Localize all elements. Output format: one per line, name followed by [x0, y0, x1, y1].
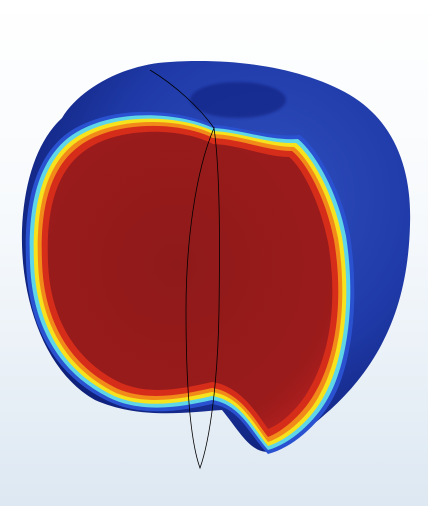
cut-plane-edge: [185, 126, 220, 470]
geometry-edges: [149, 69, 220, 470]
stem-cavity-shading: [190, 82, 286, 118]
cut-face: [25, 111, 355, 454]
top-silhouette-edge: [149, 69, 215, 129]
core-hot-region: [47, 131, 333, 430]
